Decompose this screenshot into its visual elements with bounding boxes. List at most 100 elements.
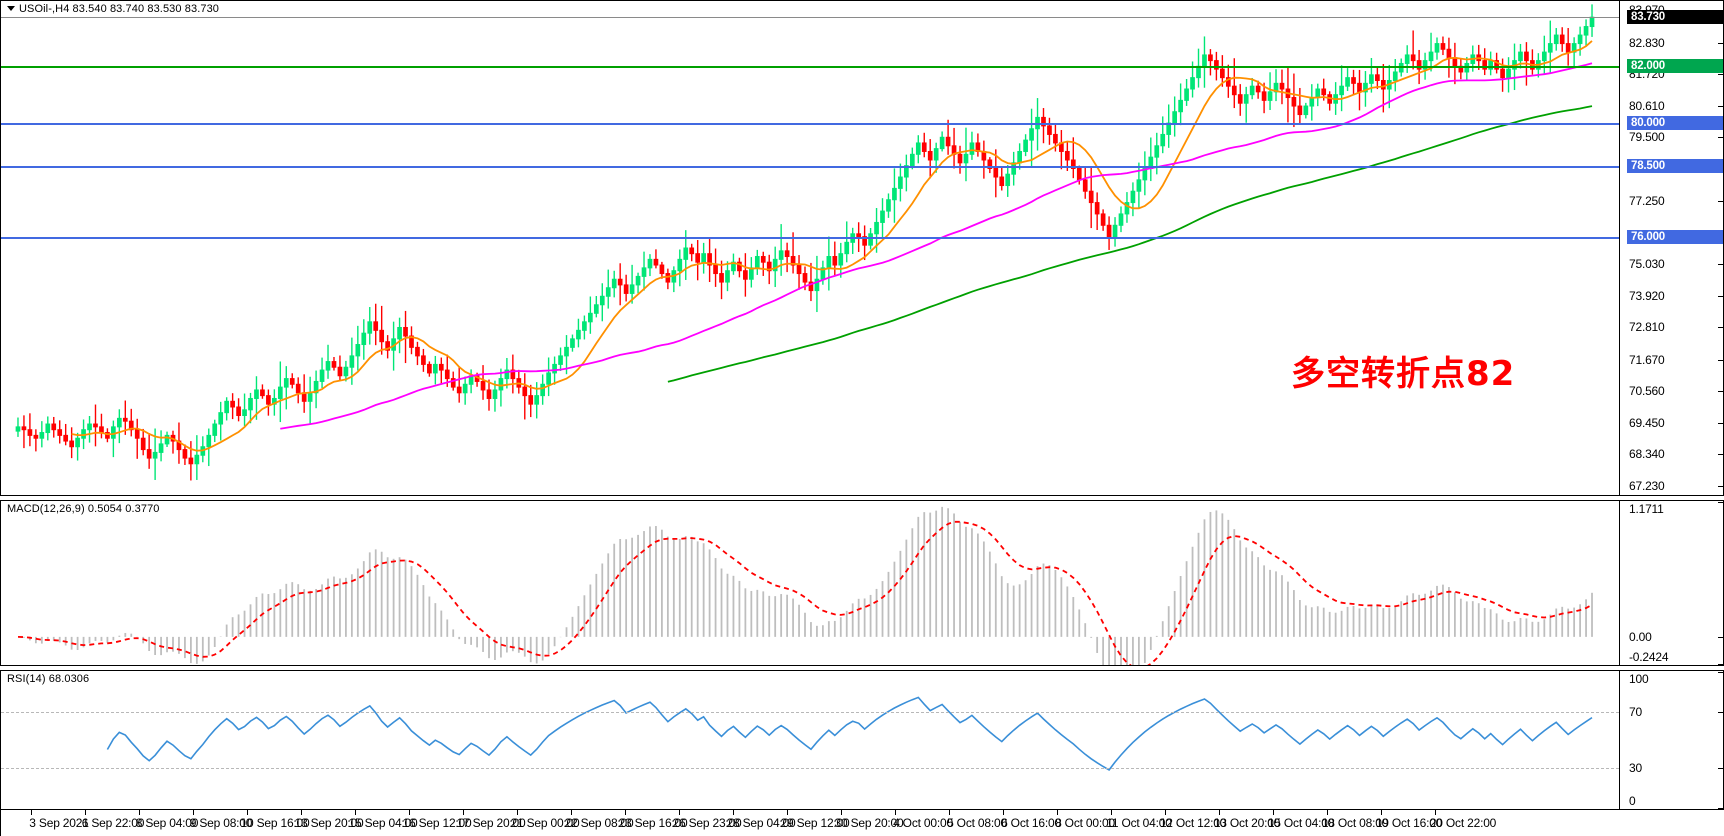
axis-tick	[1718, 264, 1723, 266]
axis-tick	[1718, 672, 1723, 673]
time-tick-label: 6 Oct 16:00	[1001, 816, 1061, 830]
time-tick	[139, 810, 140, 815]
axis-tick	[1718, 712, 1723, 714]
time-tick-label: 13 Oct 20:00	[1213, 816, 1281, 830]
axis-tick-label: 79.500	[1629, 130, 1665, 145]
axis-tick-label: 70	[1629, 705, 1642, 720]
time-tick	[571, 810, 572, 815]
axis-tick-label: 71.670	[1629, 352, 1665, 367]
macd-label: MACD(12,26,9) 0.5054 0.3770	[7, 503, 160, 515]
symbol-header-text: USOil-,H4 83.540 83.740 83.530 83.730	[19, 3, 220, 15]
time-tick-label: 26 Sep 23:00	[672, 816, 742, 830]
axis-tick	[1718, 295, 1723, 297]
axis-tick	[1718, 42, 1723, 44]
rsi-panel[interactable]: 100 70 30 0 RSI(14) 68.0306	[0, 670, 1724, 810]
rsi-axis: 100 70 30 0	[1619, 671, 1723, 809]
axis-tick	[1718, 808, 1723, 809]
axis-tick	[1718, 664, 1723, 665]
time-tick	[355, 810, 356, 815]
rsi-level-line	[1, 712, 1619, 714]
axis-tick-label: 67.230	[1629, 478, 1665, 493]
price-level-line[interactable]	[1, 66, 1619, 69]
time-tick	[1381, 810, 1382, 815]
axis-tick	[1718, 422, 1723, 424]
rsi-svg	[106, 696, 1593, 771]
time-tick	[1327, 810, 1328, 815]
time-tick	[625, 810, 626, 815]
price-tag[interactable]: 76.000	[1627, 229, 1723, 244]
axis-tick-label: -0.2424	[1629, 650, 1669, 664]
axis-tick-label: 75.030	[1629, 257, 1665, 272]
time-tick	[895, 810, 896, 815]
time-tick-label: 18 Oct 08:00	[1321, 816, 1389, 830]
time-tick	[247, 810, 248, 815]
time-tick-label: 8 Oct 00:00	[1055, 816, 1115, 830]
price-level-line[interactable]	[1, 165, 1619, 168]
time-tick-label: 15 Sep 04:00	[348, 816, 418, 830]
time-tick-label: 20 Oct 22:00	[1429, 816, 1497, 830]
time-tick	[1057, 810, 1058, 815]
time-tick	[949, 810, 950, 815]
time-tick-label: 12 Oct 12:00	[1159, 816, 1227, 830]
time-tick-label: 23 Sep 16:00	[618, 816, 688, 830]
axis-tick-label: 69.450	[1629, 415, 1665, 430]
time-tick-label: 10 Sep 16:00	[240, 816, 310, 830]
time-tick	[85, 810, 86, 815]
symbol-header: USOil-,H4 83.540 83.740 83.530 83.730	[7, 3, 219, 15]
time-tick-label: 15 Oct 04:00	[1267, 816, 1335, 830]
time-tick	[1003, 810, 1004, 815]
rsi-level-line	[1, 767, 1619, 769]
time-tick-label: 17 Sep 20:00	[456, 816, 526, 830]
price-tag[interactable]: 82.000	[1627, 59, 1723, 74]
time-tick-label: 6 Sep 22:00	[81, 816, 145, 830]
time-axis[interactable]: 3 Sep 2021 6 Sep 22:00 8 Sep 04:00 9 Sep 08…	[0, 810, 1724, 836]
price-panel[interactable]: 多空转折点82 83.97082.83081.72080.61079.50077…	[0, 0, 1724, 496]
price-level-line[interactable]	[1, 123, 1619, 126]
price-plot-area[interactable]: 多空转折点82	[1, 1, 1619, 495]
time-tick-label: 22 Sep 08:00	[564, 816, 634, 830]
time-tick-label: 29 Sep 12:00	[780, 816, 850, 830]
time-tick-label: 9 Sep 08:00	[189, 816, 253, 830]
axis-tick-label: 70.560	[1629, 384, 1665, 399]
time-tick-label: 13 Sep 20:00	[294, 816, 364, 830]
time-tick	[1219, 810, 1220, 815]
price-level-line[interactable]	[1, 236, 1619, 239]
axis-tick	[1718, 137, 1723, 139]
price-tag[interactable]: 80.000	[1627, 116, 1723, 131]
price-candles-svg	[15, 4, 1595, 481]
macd-plot-area[interactable]	[1, 501, 1619, 665]
price-level-line[interactable]	[1, 17, 1619, 19]
time-tick	[301, 810, 302, 815]
time-tick	[409, 810, 410, 815]
price-axis[interactable]: 83.97082.83081.72080.61079.50077.25075.0…	[1619, 1, 1723, 495]
time-tick-label: 16 Sep 12:00	[402, 816, 472, 830]
time-tick-label: 3 Sep 2021	[29, 816, 89, 830]
time-tick	[1273, 810, 1274, 815]
time-tick	[463, 810, 464, 815]
axis-tick-label: 72.810	[1629, 320, 1665, 335]
time-tick-label: 11 Oct 04:00	[1106, 816, 1172, 830]
axis-tick-label: 1.1711	[1629, 502, 1664, 516]
macd-panel[interactable]: 1.1711 0.00 -0.2424 MACD(12,26,9) 0.5054 0…	[0, 500, 1724, 666]
price-tag[interactable]: 78.500	[1627, 158, 1723, 173]
time-tick	[733, 810, 734, 815]
time-tick	[31, 810, 32, 815]
axis-tick-label: 100	[1629, 672, 1649, 686]
axis-tick-label: 68.340	[1629, 447, 1665, 462]
time-tick	[193, 810, 194, 815]
time-tick-label: 30 Sep 20:00	[834, 816, 904, 830]
axis-tick	[1718, 105, 1723, 107]
axis-tick-label: 80.610	[1629, 98, 1665, 113]
time-tick	[1435, 810, 1436, 815]
chevron-down-icon[interactable]	[7, 5, 15, 11]
axis-tick	[1718, 359, 1723, 361]
time-tick	[841, 810, 842, 815]
chart-annotation-text: 多空转折点82	[1291, 354, 1516, 394]
time-tick-label: 4 Oct 00:00	[893, 816, 953, 830]
axis-tick	[1718, 454, 1723, 456]
rsi-plot-area[interactable]	[1, 671, 1619, 809]
price-tag[interactable]: 83.730	[1627, 10, 1723, 25]
axis-tick	[1718, 327, 1723, 329]
time-tick	[787, 810, 788, 815]
